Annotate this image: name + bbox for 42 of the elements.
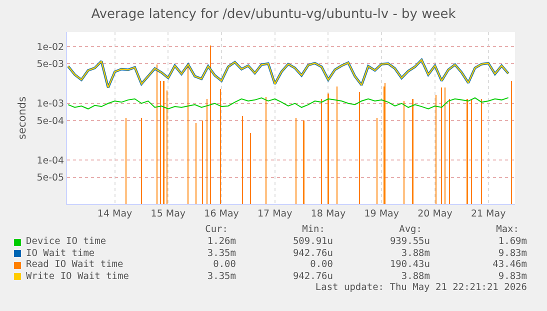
text: 9.83m: [498, 248, 527, 259]
x-tick-label: 20 May: [418, 208, 453, 220]
y-axis-title: seconds: [16, 96, 29, 140]
text: Min:: [302, 224, 325, 235]
text: Cur:: [205, 224, 228, 235]
y-tick-label: 5e-04: [36, 116, 64, 127]
x-tick-label: 18 May: [310, 208, 346, 220]
text: 9.83m: [498, 270, 527, 282]
line-series: [68, 97, 509, 110]
legend-label: Write IO Wait time: [26, 270, 129, 282]
text: Last update: Thu May 21 22:21:21 2026: [315, 282, 527, 294]
x-tick-label: 17 May: [258, 208, 293, 220]
text: Avg:: [399, 224, 422, 235]
x-tick-label: 15 May: [150, 208, 186, 220]
text: 3.35m: [207, 270, 236, 282]
text: 43.46m: [492, 259, 527, 270]
y-tick-label: 1e-02: [36, 42, 64, 53]
text: 939.55u: [390, 236, 430, 247]
legend-label: Device IO time: [26, 236, 106, 247]
text: 942.76u: [292, 248, 333, 259]
x-tick-label: 19 May: [364, 208, 400, 220]
legend-label: Read IO Wait time: [26, 259, 124, 270]
text: 1.69m: [498, 236, 527, 247]
y-tick-label: 1e-04: [36, 156, 64, 167]
y-tick-label: 5e-05: [36, 172, 64, 184]
text: 3.88m: [401, 248, 430, 259]
text: 190.43u: [390, 259, 430, 270]
x-tick-label: 16 May: [204, 208, 240, 220]
legend-label: IO Wait time: [26, 248, 95, 259]
text: 942.76u: [292, 270, 333, 282]
y-tick-label: 5e-03: [36, 58, 64, 70]
text: 0.00: [310, 259, 333, 270]
x-tick-label: 21 May: [470, 208, 506, 220]
text: 0.00: [213, 259, 236, 270]
text: 1.26m: [207, 236, 236, 247]
chart-title: Average latency for /dev/ubuntu-vg/ubuntu-lv - by week: [91, 6, 456, 22]
y-tick-label: 1e-03: [36, 98, 64, 110]
text: 3.35m: [207, 248, 236, 259]
text: Max:: [496, 224, 519, 235]
text: 509.91u: [292, 236, 333, 247]
x-tick-label: 14 May: [97, 208, 133, 220]
text: 3.88m: [401, 270, 430, 282]
